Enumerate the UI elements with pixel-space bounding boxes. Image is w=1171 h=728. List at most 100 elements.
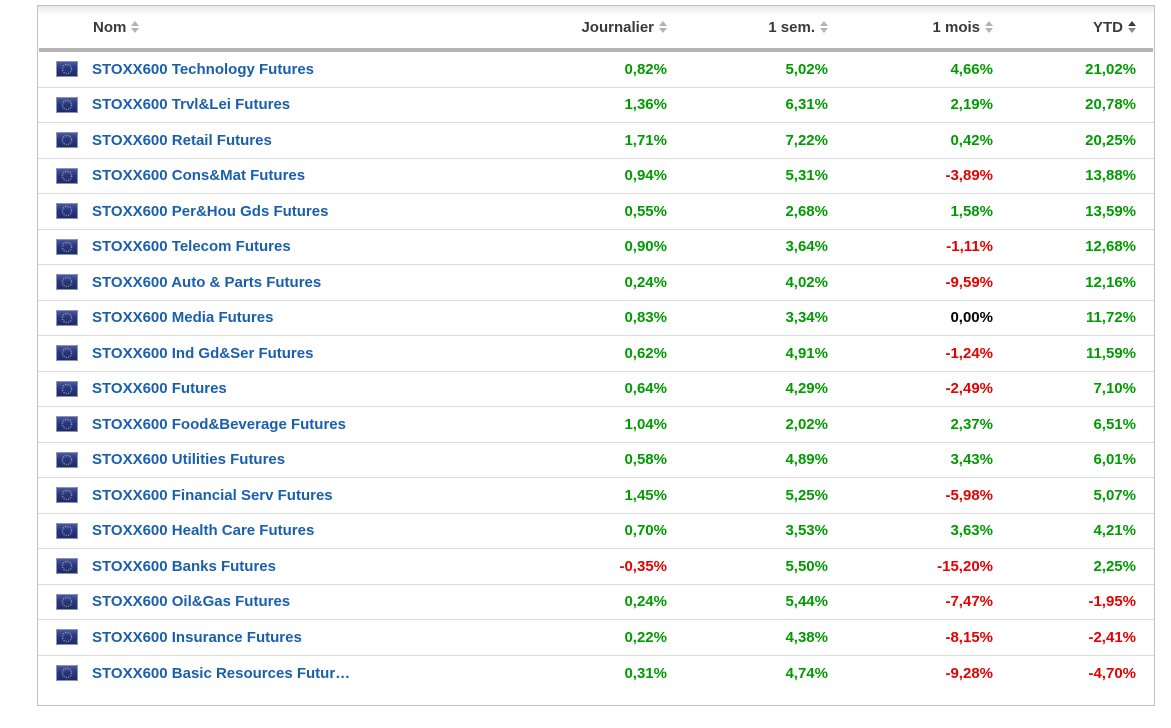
table-row[interactable]: STOXX600 Technology Futures 0,82% 5,02% …: [38, 52, 1154, 88]
daily-change-value: 0,22%: [624, 628, 667, 646]
month-change-value: 2,37%: [950, 415, 993, 433]
column-header-ytd[interactable]: YTD: [993, 19, 1154, 36]
month-change-value: -3,89%: [945, 167, 993, 185]
week-change-value: 4,02%: [785, 273, 828, 291]
week-change-value: 7,22%: [785, 131, 828, 149]
instrument-link[interactable]: STOXX600 Cons&Mat Futures: [92, 167, 306, 185]
column-header-nom[interactable]: Nom: [38, 19, 506, 36]
table-row[interactable]: STOXX600 Cons&Mat Futures 0,94% 5,31% -3…: [38, 159, 1154, 194]
week-change-value: 4,29%: [785, 380, 828, 398]
week-change-value: 4,89%: [785, 451, 828, 469]
table-row[interactable]: STOXX600 Media Futures 0,83% 3,34% 0,00%…: [38, 301, 1154, 336]
month-change-value: 1,58%: [950, 202, 993, 220]
month-change-value: -5,98%: [945, 486, 993, 504]
instrument-link[interactable]: STOXX600 Per&Hou Gds Futures: [92, 202, 329, 220]
table-row[interactable]: STOXX600 Financial Serv Futures 1,45% 5,…: [38, 478, 1154, 514]
daily-change-value: 0,24%: [624, 273, 667, 291]
table-row[interactable]: STOXX600 Telecom Futures 0,90% 3,64% -1,…: [38, 230, 1154, 265]
daily-change-value: 1,36%: [624, 96, 667, 114]
instrument-cell: STOXX600 Insurance Futures: [38, 629, 506, 646]
instrument-link[interactable]: STOXX600 Futures: [92, 380, 227, 398]
instrument-link[interactable]: STOXX600 Insurance Futures: [92, 628, 302, 646]
ytd-change-value: 13,59%: [1085, 202, 1136, 220]
instrument-link[interactable]: STOXX600 Auto & Parts Futures: [92, 273, 322, 291]
month-change-value: 2,19%: [950, 96, 993, 114]
table-row[interactable]: STOXX600 Health Care Futures 0,70% 3,53%…: [38, 514, 1154, 549]
instrument-cell: STOXX600 Cons&Mat Futures: [38, 167, 506, 184]
instrument-cell: STOXX600 Financial Serv Futures: [38, 487, 506, 504]
eu-flag-icon: [56, 309, 78, 326]
instrument-link[interactable]: STOXX600 Telecom Futures: [92, 238, 291, 256]
daily-change-value: 0,83%: [624, 309, 667, 327]
instrument-link[interactable]: STOXX600 Health Care Futures: [92, 522, 315, 540]
instrument-cell: STOXX600 Utilities Futures: [38, 451, 506, 468]
eu-flag-icon: [56, 274, 78, 291]
week-change-value: 3,53%: [785, 522, 828, 540]
column-header-label: 1 mois: [932, 18, 980, 36]
table-row[interactable]: STOXX600 Retail Futures 1,71% 7,22% 0,42…: [38, 123, 1154, 159]
table-row[interactable]: STOXX600 Banks Futures -0,35% 5,50% -15,…: [38, 549, 1154, 585]
eu-flag-icon: [56, 380, 78, 397]
table-header-row: Nom Journalier 1 sem. 1 mois YTD: [38, 6, 1154, 48]
table-row[interactable]: STOXX600 Oil&Gas Futures 0,24% 5,44% -7,…: [38, 585, 1154, 620]
table-row[interactable]: STOXX600 Food&Beverage Futures 1,04% 2,0…: [38, 407, 1154, 443]
table-row[interactable]: STOXX600 Futures 0,64% 4,29% -2,49% 7,10…: [38, 372, 1154, 407]
column-header-journalier[interactable]: Journalier: [506, 19, 667, 36]
column-header-1mois[interactable]: 1 mois: [828, 19, 993, 36]
table-row[interactable]: STOXX600 Trvl&Lei Futures 1,36% 6,31% 2,…: [38, 88, 1154, 123]
ytd-change-value: -1,95%: [1088, 593, 1136, 611]
futures-quote-table: Nom Journalier 1 sem. 1 mois YTD: [37, 5, 1155, 706]
eu-flag-icon: [56, 61, 78, 78]
instrument-link[interactable]: STOXX600 Trvl&Lei Futures: [92, 96, 291, 114]
instrument-cell: STOXX600 Basic Resources Futur…: [38, 665, 506, 682]
week-change-value: 5,44%: [785, 593, 828, 611]
week-change-value: 4,91%: [785, 344, 828, 362]
instrument-link[interactable]: STOXX600 Utilities Futures: [92, 451, 286, 469]
ytd-change-value: 21,02%: [1085, 60, 1136, 78]
instrument-cell: STOXX600 Oil&Gas Futures: [38, 593, 506, 610]
instrument-link[interactable]: STOXX600 Retail Futures: [92, 131, 272, 149]
table-row[interactable]: STOXX600 Per&Hou Gds Futures 0,55% 2,68%…: [38, 194, 1154, 230]
instrument-cell: STOXX600 Trvl&Lei Futures: [38, 96, 506, 113]
instrument-cell: STOXX600 Futures: [38, 380, 506, 397]
month-change-value: 3,43%: [950, 451, 993, 469]
instrument-cell: STOXX600 Auto & Parts Futures: [38, 274, 506, 291]
month-change-value: -8,15%: [945, 628, 993, 646]
month-change-value: 0,00%: [950, 309, 993, 327]
eu-flag-icon: [56, 487, 78, 504]
eu-flag-icon: [56, 238, 78, 255]
eu-flag-icon: [56, 629, 78, 646]
ytd-change-value: 13,88%: [1085, 167, 1136, 185]
eu-flag-icon: [56, 593, 78, 610]
week-change-value: 5,31%: [785, 167, 828, 185]
sort-arrows-icon: [820, 21, 828, 33]
ytd-change-value: 6,51%: [1093, 415, 1136, 433]
instrument-link[interactable]: STOXX600 Oil&Gas Futures: [92, 593, 291, 611]
instrument-cell: STOXX600 Technology Futures: [38, 61, 506, 78]
table-row[interactable]: STOXX600 Insurance Futures 0,22% 4,38% -…: [38, 620, 1154, 656]
instrument-cell: STOXX600 Per&Hou Gds Futures: [38, 203, 506, 220]
instrument-link[interactable]: STOXX600 Basic Resources Futur…: [92, 664, 351, 682]
instrument-link[interactable]: STOXX600 Financial Serv Futures: [92, 486, 333, 504]
column-header-1sem[interactable]: 1 sem.: [667, 19, 828, 36]
column-header-label: YTD: [1093, 18, 1123, 36]
daily-change-value: 1,71%: [624, 131, 667, 149]
ytd-change-value: 12,68%: [1085, 238, 1136, 256]
ytd-change-value: 6,01%: [1093, 451, 1136, 469]
table-row[interactable]: STOXX600 Utilities Futures 0,58% 4,89% 3…: [38, 443, 1154, 478]
instrument-link[interactable]: STOXX600 Banks Futures: [92, 557, 276, 575]
instrument-link[interactable]: STOXX600 Media Futures: [92, 309, 274, 327]
instrument-link[interactable]: STOXX600 Ind Gd&Ser Futures: [92, 344, 314, 362]
instrument-link[interactable]: STOXX600 Technology Futures: [92, 60, 314, 78]
eu-flag-icon: [56, 345, 78, 362]
daily-change-value: 0,58%: [624, 451, 667, 469]
month-change-value: -2,49%: [945, 380, 993, 398]
table-row[interactable]: STOXX600 Auto & Parts Futures 0,24% 4,02…: [38, 265, 1154, 301]
instrument-cell: STOXX600 Food&Beverage Futures: [38, 416, 506, 433]
table-row[interactable]: STOXX600 Ind Gd&Ser Futures 0,62% 4,91% …: [38, 336, 1154, 372]
month-change-value: -7,47%: [945, 593, 993, 611]
daily-change-value: -0,35%: [619, 557, 667, 575]
table-row[interactable]: STOXX600 Basic Resources Futur… 0,31% 4,…: [38, 656, 1154, 692]
instrument-link[interactable]: STOXX600 Food&Beverage Futures: [92, 415, 346, 433]
eu-flag-icon: [56, 522, 78, 539]
